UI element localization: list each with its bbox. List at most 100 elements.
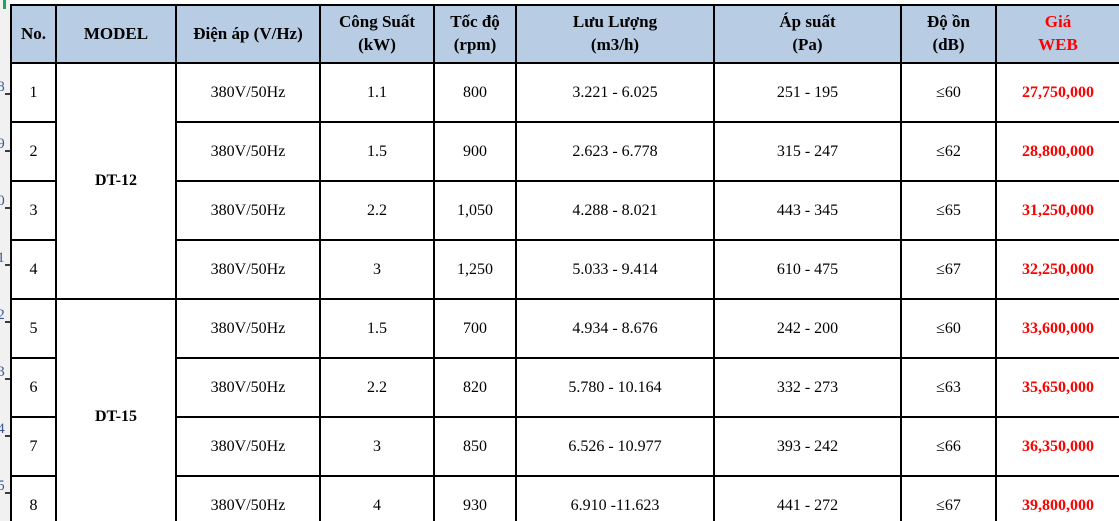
cell-power[interactable]: 1.5 xyxy=(319,298,435,359)
gridline-tick xyxy=(5,207,10,209)
cell-no[interactable]: 3 xyxy=(10,180,57,241)
cell-speed[interactable]: 900 xyxy=(433,121,517,182)
col-header-no[interactable]: No. xyxy=(10,4,57,64)
cell-voltage[interactable]: 380V/50Hz xyxy=(175,180,321,241)
table-row: 1 DT-12 380V/50Hz 1.1 800 3.221 - 6.025 … xyxy=(10,62,1119,300)
col-header-flow[interactable]: Lưu Lượng (m3/h) xyxy=(515,4,715,64)
cell-no[interactable]: 4 xyxy=(10,239,57,300)
col-header-power[interactable]: Công Suất (kW) xyxy=(319,4,435,64)
cell-pressure[interactable]: 610 - 475 xyxy=(713,239,902,300)
spec-table: No. MODEL Điện áp (V/Hz) Công Suất (kW) … xyxy=(10,4,1119,521)
cell-price[interactable]: 32,250,000 xyxy=(995,239,1119,300)
cell-no[interactable]: 2 xyxy=(10,121,57,182)
cell-power[interactable]: 3 xyxy=(319,239,435,300)
table-row: 8 380V/50Hz 4 930 6.910 -11.623 441 - 27… xyxy=(10,475,1119,521)
cell-power[interactable]: 4 xyxy=(319,475,435,521)
cell-pressure[interactable]: 393 - 242 xyxy=(713,416,902,477)
cell-price[interactable]: 36,350,000 xyxy=(995,416,1119,477)
cell-price[interactable]: 39,800,000 xyxy=(995,475,1119,521)
cell-power[interactable]: 2.2 xyxy=(319,357,435,418)
cell-speed[interactable]: 1,250 xyxy=(433,239,517,300)
cell-model-dt12[interactable]: DT-12 xyxy=(55,62,177,300)
cell-no[interactable]: 6 xyxy=(10,357,57,418)
col-header-pressure[interactable]: Áp suất (Pa) xyxy=(713,4,902,64)
cell-price[interactable]: 35,650,000 xyxy=(995,357,1119,418)
cell-pressure[interactable]: 315 - 247 xyxy=(713,121,902,182)
cell-price[interactable]: 27,750,000 xyxy=(995,62,1119,123)
cell-model-dt15[interactable]: DT-15 xyxy=(55,298,177,521)
row-number-fragment: 5 xyxy=(0,478,5,494)
cell-voltage[interactable]: 380V/50Hz xyxy=(175,298,321,359)
gridline-tick xyxy=(5,150,10,152)
cell-no[interactable]: 1 xyxy=(10,62,57,123)
cell-voltage[interactable]: 380V/50Hz xyxy=(175,357,321,418)
cell-flow[interactable]: 6.910 -11.623 xyxy=(515,475,715,521)
cell-noise[interactable]: ≤67 xyxy=(900,239,997,300)
cell-pressure[interactable]: 441 - 272 xyxy=(713,475,902,521)
green-cell-border-fragment xyxy=(3,0,6,9)
cell-noise[interactable]: ≤60 xyxy=(900,298,997,359)
cell-price[interactable]: 28,800,000 xyxy=(995,121,1119,182)
cell-price[interactable]: 31,250,000 xyxy=(995,180,1119,241)
cell-noise[interactable]: ≤67 xyxy=(900,475,997,521)
cell-power[interactable]: 2.2 xyxy=(319,180,435,241)
cell-speed[interactable]: 700 xyxy=(433,298,517,359)
col-header-model[interactable]: MODEL xyxy=(55,4,177,64)
cell-noise[interactable]: ≤63 xyxy=(900,357,997,418)
excel-row-gutter[interactable]: 8 9 0 1 2 3 4 5 xyxy=(0,0,10,521)
row-number-fragment: 1 xyxy=(0,250,5,266)
cell-power[interactable]: 1.1 xyxy=(319,62,435,123)
cell-noise[interactable]: ≤65 xyxy=(900,180,997,241)
col-header-voltage[interactable]: Điện áp (V/Hz) xyxy=(175,4,321,64)
gridline-tick xyxy=(5,492,10,494)
gridline-tick xyxy=(5,435,10,437)
cell-no[interactable]: 5 xyxy=(10,298,57,359)
cell-flow[interactable]: 5.033 - 9.414 xyxy=(515,239,715,300)
cell-flow[interactable]: 4.934 - 8.676 xyxy=(515,298,715,359)
table-row: 4 380V/50Hz 3 1,250 5.033 - 9.414 610 - … xyxy=(10,239,1119,300)
gridline-tick xyxy=(5,264,10,266)
cell-flow[interactable]: 3.221 - 6.025 xyxy=(515,62,715,123)
cell-pressure[interactable]: 443 - 345 xyxy=(713,180,902,241)
gridline-tick xyxy=(5,321,10,323)
cell-no[interactable]: 7 xyxy=(10,416,57,477)
cell-pressure[interactable]: 251 - 195 xyxy=(713,62,902,123)
row-number-fragment: 0 xyxy=(0,193,5,209)
gridline-tick xyxy=(5,93,10,95)
table-row: 2 380V/50Hz 1.5 900 2.623 - 6.778 315 - … xyxy=(10,121,1119,182)
col-header-price[interactable]: Giá WEB xyxy=(995,4,1119,64)
cell-speed[interactable]: 1,050 xyxy=(433,180,517,241)
row-number-fragment: 2 xyxy=(0,307,5,323)
table-row: 7 380V/50Hz 3 850 6.526 - 10.977 393 - 2… xyxy=(10,416,1119,477)
cell-noise[interactable]: ≤66 xyxy=(900,416,997,477)
table-row: 5 DT-15 380V/50Hz 1.5 700 4.934 - 8.676 … xyxy=(10,298,1119,521)
cell-pressure[interactable]: 332 - 273 xyxy=(713,357,902,418)
cell-voltage[interactable]: 380V/50Hz xyxy=(175,475,321,521)
cell-flow[interactable]: 2.623 - 6.778 xyxy=(515,121,715,182)
row-number-fragment: 4 xyxy=(0,421,5,437)
table-row: 3 380V/50Hz 2.2 1,050 4.288 - 8.021 443 … xyxy=(10,180,1119,241)
cell-power[interactable]: 3 xyxy=(319,416,435,477)
cell-voltage[interactable]: 380V/50Hz xyxy=(175,239,321,300)
cell-flow[interactable]: 5.780 - 10.164 xyxy=(515,357,715,418)
cell-speed[interactable]: 800 xyxy=(433,62,517,123)
row-number-fragment: 9 xyxy=(0,136,5,152)
cell-speed[interactable]: 930 xyxy=(433,475,517,521)
cell-voltage[interactable]: 380V/50Hz xyxy=(175,62,321,123)
cell-speed[interactable]: 820 xyxy=(433,357,517,418)
cell-noise[interactable]: ≤60 xyxy=(900,62,997,123)
col-header-noise[interactable]: Độ ồn (dB) xyxy=(900,4,997,64)
col-header-speed[interactable]: Tốc độ (rpm) xyxy=(433,4,517,64)
cell-flow[interactable]: 6.526 - 10.977 xyxy=(515,416,715,477)
cell-pressure[interactable]: 242 - 200 xyxy=(713,298,902,359)
cell-voltage[interactable]: 380V/50Hz xyxy=(175,416,321,477)
row-number-fragment: 8 xyxy=(0,79,5,95)
cell-flow[interactable]: 4.288 - 8.021 xyxy=(515,180,715,241)
cell-price[interactable]: 33,600,000 xyxy=(995,298,1119,359)
cell-speed[interactable]: 850 xyxy=(433,416,517,477)
cell-power[interactable]: 1.5 xyxy=(319,121,435,182)
cell-noise[interactable]: ≤62 xyxy=(900,121,997,182)
gridline-tick xyxy=(5,378,10,380)
cell-voltage[interactable]: 380V/50Hz xyxy=(175,121,321,182)
cell-no[interactable]: 8 xyxy=(10,475,57,521)
